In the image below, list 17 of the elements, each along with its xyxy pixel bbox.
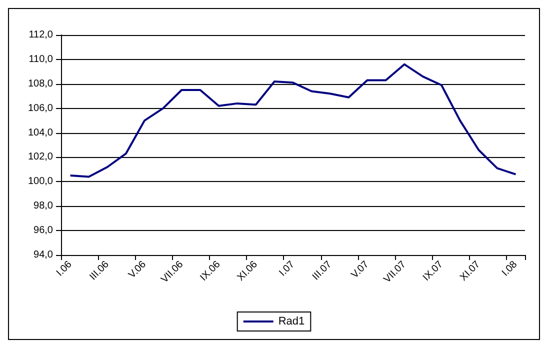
x-tick-label: I.08 [500, 258, 520, 279]
x-tick-label: V.07 [349, 258, 372, 281]
y-tick-label: 108,0 [28, 78, 54, 90]
x-tick-label: V.06 [126, 258, 149, 281]
y-tick-label: 106,0 [28, 102, 54, 114]
x-tick-label: I.06 [54, 258, 74, 279]
y-tick-label: 104,0 [28, 127, 54, 138]
legend-label: Rad1 [278, 316, 305, 328]
y-tick-label: 102,0 [28, 152, 54, 163]
y-tick-label: 112,0 [28, 30, 54, 40]
y-tick-label: 96,0 [34, 225, 54, 236]
y-tick-label: 98,0 [34, 200, 54, 212]
y-tick-label: 100,0 [28, 176, 54, 188]
y-tick-label: 94,0 [34, 250, 54, 260]
line-series [69, 63, 517, 178]
y-tick-label: 110,0 [28, 54, 54, 65]
x-tick-label: I.07 [277, 258, 298, 279]
